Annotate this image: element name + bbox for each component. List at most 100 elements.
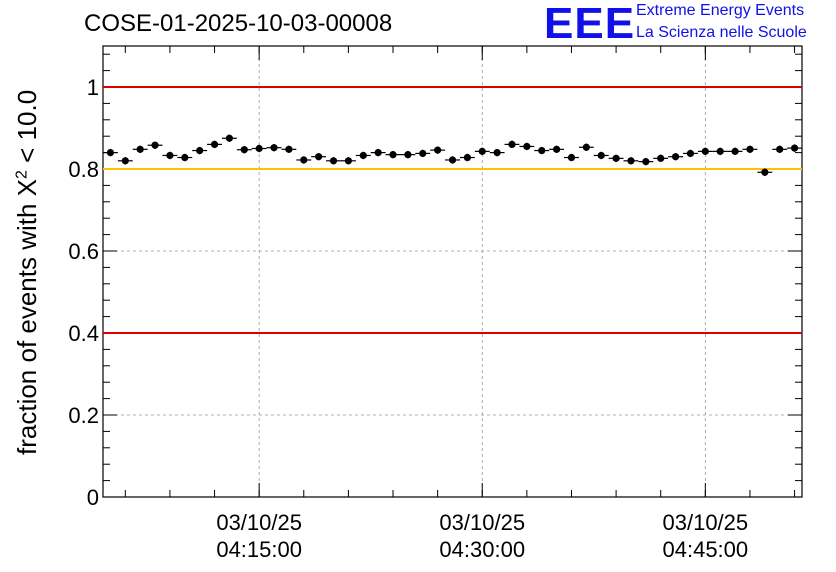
data-point-marker xyxy=(746,145,754,153)
data-point xyxy=(221,134,237,142)
data-point-marker xyxy=(300,156,308,164)
data-point xyxy=(132,145,148,154)
data-point xyxy=(653,154,669,163)
data-point-marker xyxy=(463,153,471,162)
data-point-marker xyxy=(627,157,635,165)
data-point-marker xyxy=(210,140,219,148)
data-point xyxy=(430,146,446,154)
data-point-marker xyxy=(106,149,115,157)
data-point xyxy=(311,153,327,161)
data-point xyxy=(207,140,222,149)
data-point-marker xyxy=(761,168,769,176)
data-point xyxy=(459,153,475,162)
data-point xyxy=(504,140,520,149)
data-point xyxy=(370,148,386,157)
y-axis-label: fraction of events with X2 < 10.0 xyxy=(12,90,43,455)
data-point xyxy=(236,146,252,154)
data-point xyxy=(266,143,282,152)
x-tick-time-label: 04:15:00 xyxy=(216,537,302,562)
data-point xyxy=(549,145,565,154)
data-point-marker xyxy=(642,158,650,166)
data-point-marker xyxy=(671,153,680,161)
data-point-marker xyxy=(166,151,174,160)
data-point-marker xyxy=(790,144,799,152)
logo-line-1: Extreme Energy Events xyxy=(636,2,805,19)
chart-title: COSE-01-2025-10-03-00008 xyxy=(84,10,393,37)
y-tick-label: 1 xyxy=(87,75,99,100)
data-point xyxy=(400,150,416,159)
data-point xyxy=(727,147,743,156)
data-point-marker xyxy=(523,142,531,151)
data-point xyxy=(757,168,773,176)
data-point xyxy=(638,157,654,166)
data-point-marker xyxy=(225,134,234,142)
data-point xyxy=(474,147,490,156)
data-point-marker xyxy=(478,147,486,155)
data-point-marker xyxy=(255,144,263,153)
data-point-marker xyxy=(151,141,159,149)
data-point-marker xyxy=(686,149,695,158)
data-point xyxy=(593,151,609,160)
data-point xyxy=(608,154,624,163)
y-axis-label-exponent: 2 xyxy=(13,170,31,179)
y-tick-label: 0.2 xyxy=(68,403,99,428)
eee-logo: EEE xyxy=(544,0,636,48)
data-point-marker xyxy=(731,147,739,155)
data-point xyxy=(683,149,698,158)
data-point xyxy=(177,153,193,162)
data-point-marker xyxy=(493,149,501,157)
data-point xyxy=(340,157,356,165)
data-point xyxy=(103,148,118,157)
data-point-marker xyxy=(121,157,129,165)
data-point xyxy=(578,143,594,151)
data-point xyxy=(489,148,505,157)
data-point-marker xyxy=(270,144,278,152)
data-point-marker xyxy=(181,153,189,162)
y-tick-label: 0.8 xyxy=(68,157,99,182)
data-point-marker xyxy=(419,149,427,158)
data-point-marker xyxy=(701,147,709,155)
data-point-marker xyxy=(776,145,784,153)
data-point xyxy=(668,153,684,161)
data-point xyxy=(147,141,163,149)
data-point xyxy=(519,142,535,151)
data-point-marker xyxy=(567,153,576,162)
data-point xyxy=(355,151,371,160)
data-point-marker xyxy=(657,154,665,162)
data-point-marker xyxy=(196,146,204,155)
data-point xyxy=(564,153,579,162)
data-point xyxy=(192,146,208,155)
x-tick-date-label: 03/10/25 xyxy=(663,510,749,535)
data-point xyxy=(772,145,788,154)
data-point-marker xyxy=(329,157,338,165)
data-point xyxy=(445,156,460,164)
y-tick-label: 0.6 xyxy=(68,239,99,264)
data-point xyxy=(712,147,728,156)
data-point-marker xyxy=(553,145,561,153)
data-point xyxy=(697,147,713,156)
data-point-marker xyxy=(389,151,397,159)
x-tick-time-label: 04:45:00 xyxy=(663,537,749,562)
data-point-marker xyxy=(359,151,367,160)
y-axis-label-suffix: < 10.0 xyxy=(12,89,42,171)
y-tick-label: 0 xyxy=(87,485,99,510)
data-point-marker xyxy=(582,143,590,151)
data-point xyxy=(251,144,267,153)
data-point-marker xyxy=(538,146,546,155)
data-point-marker xyxy=(240,146,248,154)
data-point-marker xyxy=(597,151,605,160)
x-tick-date-label: 03/10/25 xyxy=(216,510,302,535)
data-point xyxy=(281,145,297,154)
data-point-marker xyxy=(315,153,323,161)
data-point-marker xyxy=(136,145,144,153)
logo-line-2: La Scienza nelle Scuole xyxy=(636,24,807,41)
data-point xyxy=(787,144,802,152)
data-point-marker xyxy=(374,149,382,157)
data-point xyxy=(326,157,341,165)
data-point-marker xyxy=(434,146,442,154)
data-point xyxy=(162,151,178,160)
data-point xyxy=(623,157,639,165)
x-tick-time-label: 04:30:00 xyxy=(439,537,525,562)
data-point xyxy=(385,150,401,159)
data-point-marker xyxy=(285,145,293,153)
